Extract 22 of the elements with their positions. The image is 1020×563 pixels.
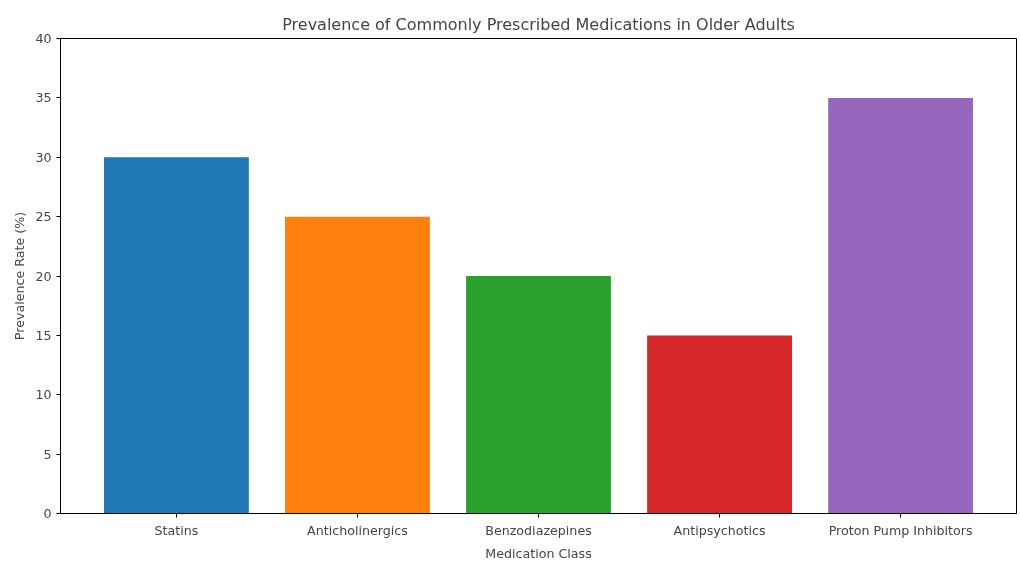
bar xyxy=(466,276,611,514)
y-axis-title: Prevalence Rate (%) xyxy=(12,211,28,341)
bar xyxy=(103,157,249,514)
x-tick-label: Statins xyxy=(154,522,199,538)
bar xyxy=(285,216,430,514)
y-tick-label: 25 xyxy=(35,209,52,225)
y-tick-label: 15 xyxy=(35,327,52,343)
y-tick-label: 10 xyxy=(35,387,52,403)
x-tick-label: Proton Pump Inhibitors xyxy=(828,522,973,538)
x-tick-label: Antipsychotics xyxy=(673,522,766,538)
y-tick-label: 20 xyxy=(35,268,52,284)
y-tick-label: 30 xyxy=(35,149,52,165)
bar xyxy=(828,97,974,514)
y-tick-label: 35 xyxy=(35,90,52,106)
x-axis-title: Medication Class xyxy=(485,545,592,561)
y-tick-label: 40 xyxy=(35,31,52,46)
x-tick-label: Anticholinergics xyxy=(307,522,408,538)
bar xyxy=(647,335,792,514)
chart-title: Prevalence of Commonly Prescribed Medications in Older Adults xyxy=(282,14,795,34)
y-tick-label: 5 xyxy=(43,446,52,462)
y-tick-label: 0 xyxy=(43,506,52,521)
x-tick-label: Benzodiazepines xyxy=(485,522,592,538)
